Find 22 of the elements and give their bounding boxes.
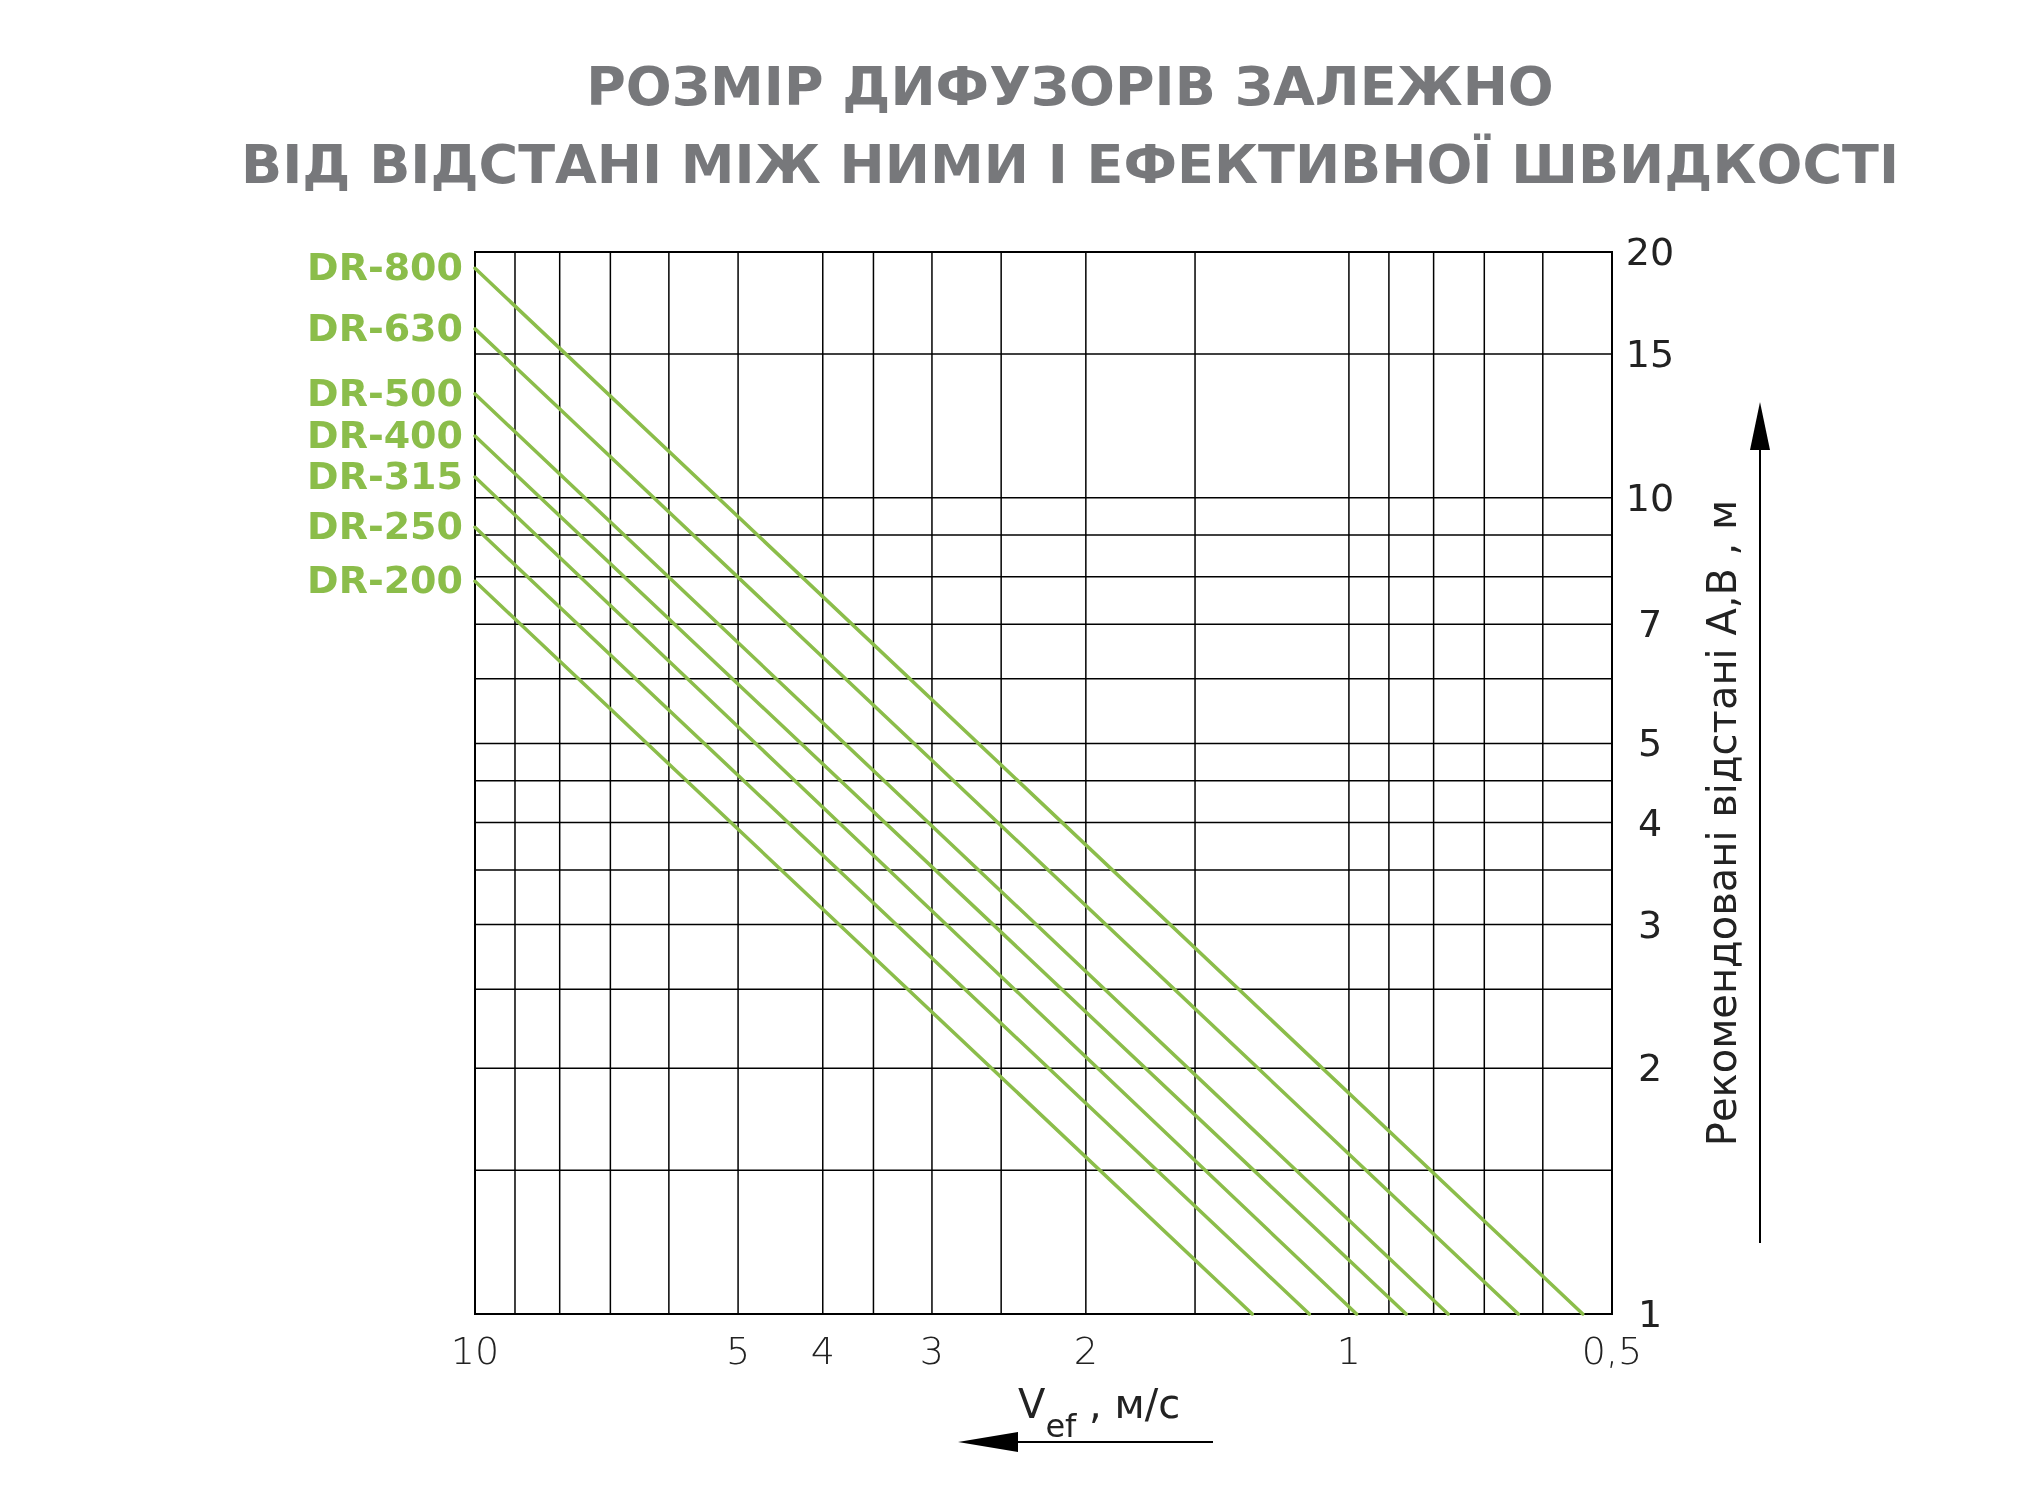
x-tick-label: 2 bbox=[1073, 1329, 1098, 1373]
x-tick-label: 10 bbox=[450, 1329, 500, 1373]
y-tick-label: 5 bbox=[1637, 721, 1663, 766]
x-tick-label: 3 bbox=[919, 1329, 945, 1373]
x-axis-title: V$_{ef}$ , м/с bbox=[1018, 1381, 1181, 1445]
y-tick-label: 20 bbox=[1625, 230, 1675, 274]
y-tick-label: 4 bbox=[1637, 800, 1663, 845]
y-tick-label: 15 bbox=[1625, 331, 1675, 376]
x-tick-label: 1 bbox=[1336, 1329, 1362, 1373]
x-tick-label: 5 bbox=[725, 1329, 751, 1373]
series-label: DR-630 bbox=[307, 305, 463, 350]
y-tick-label: 2 bbox=[1637, 1046, 1663, 1091]
y-axis-title: Рекомендовані відстані А,В , м bbox=[1699, 499, 1745, 1147]
chart-title: РОЗМІР ДИФУЗОРІВ ЗАЛЕЖНО ВІД ВІДСТАНІ МІЖ НИМИ І ЕФЕКТИВНОЇ ШВИДКОСТІ bbox=[241, 55, 1899, 196]
series-label: DR-200 bbox=[307, 558, 463, 603]
series-label: DR-800 bbox=[307, 245, 463, 290]
series-label: DR-500 bbox=[307, 370, 463, 415]
series-label: DR-250 bbox=[307, 504, 463, 549]
y-tick-label: 7 bbox=[1637, 602, 1663, 647]
y-tick-label: 10 bbox=[1625, 475, 1675, 520]
y-tick-label: 3 bbox=[1637, 902, 1663, 947]
x-tick-label: 4 bbox=[810, 1329, 835, 1373]
